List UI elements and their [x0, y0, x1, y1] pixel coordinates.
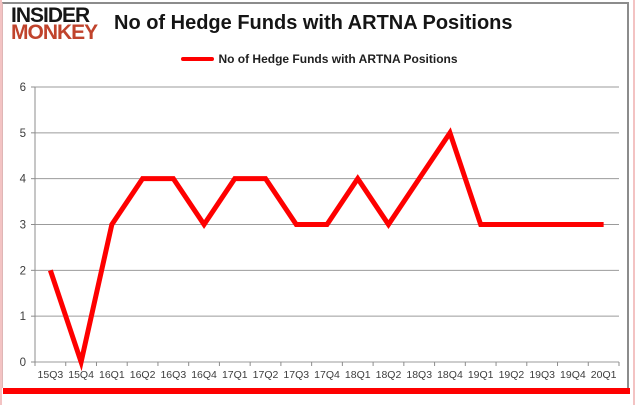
x-tick-label: 19Q3 [529, 369, 555, 381]
x-tick-label: 16Q3 [160, 369, 186, 381]
y-tick-label: 0 [20, 357, 26, 369]
x-tick-label: 18Q1 [345, 369, 371, 381]
insider-monkey-logo: INSIDER MONKEY [11, 4, 98, 44]
x-tick-label: 18Q4 [437, 369, 463, 381]
x-tick-label: 16Q1 [99, 369, 125, 381]
x-tick-label: 19Q4 [560, 369, 586, 381]
y-tick-label: 4 [20, 174, 27, 186]
x-tick-label: 17Q3 [283, 369, 309, 381]
chart-title: No of Hedge Funds with ARTNA Positions [114, 12, 513, 34]
y-tick-label: 3 [20, 220, 26, 232]
x-tick-label: 19Q1 [468, 369, 494, 381]
x-tick-label: 17Q1 [222, 369, 248, 381]
x-tick-label: 17Q2 [253, 369, 279, 381]
legend: No of Hedge Funds with ARTNA Positions [2, 52, 633, 66]
y-tick-label: 2 [20, 265, 26, 277]
x-tick-label: 19Q2 [499, 369, 525, 381]
bottom-red-bar [3, 388, 630, 394]
legend-line-swatch [181, 57, 215, 61]
x-tick-label: 18Q2 [376, 369, 402, 381]
y-tick-label: 5 [20, 128, 26, 140]
x-tick-label: 17Q4 [314, 369, 340, 381]
x-tick-label: 18Q3 [406, 369, 432, 381]
x-tick-label: 16Q4 [191, 369, 217, 381]
y-tick-label: 6 [20, 82, 26, 94]
data-line [47, 127, 604, 372]
x-tick-label: 20Q1 [591, 369, 617, 381]
x-tick-label: 16Q2 [130, 369, 156, 381]
logo-text-insider: INSIDER [11, 4, 90, 27]
x-tick-label: 15Q3 [38, 369, 64, 381]
legend-label: No of Hedge Funds with ARTNA Positions [218, 52, 458, 66]
x-tick-label: 15Q4 [68, 369, 94, 381]
y-tick-label: 1 [20, 311, 26, 323]
logo-text-monkey: MONKEY [11, 21, 98, 44]
